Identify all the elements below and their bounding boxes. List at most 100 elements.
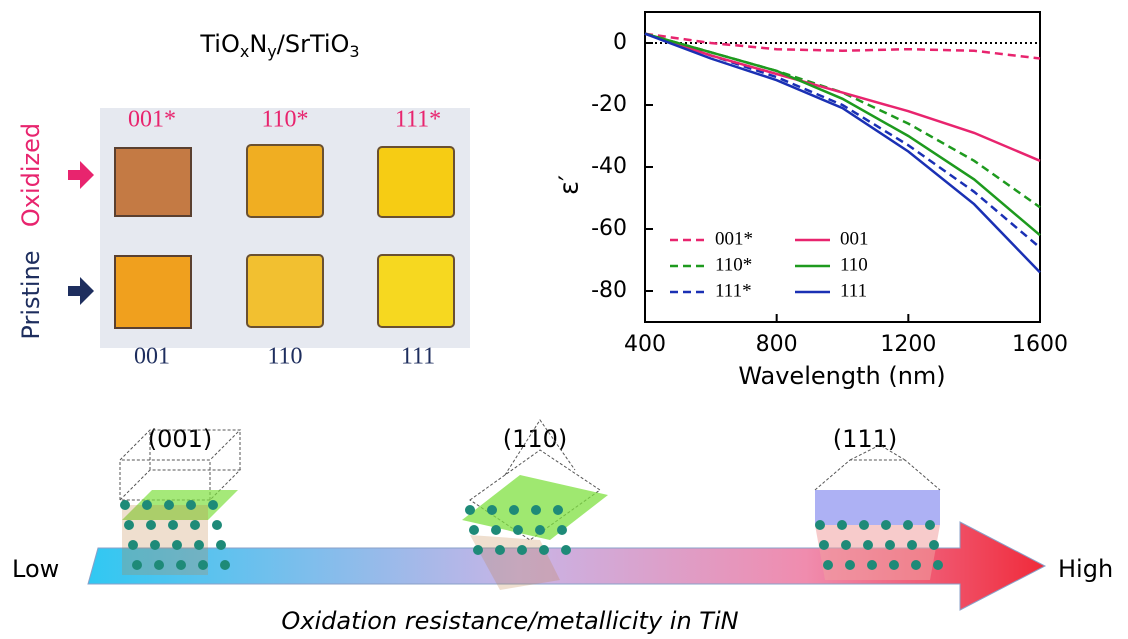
title-sub: 3 (349, 42, 359, 61)
atom (903, 520, 913, 530)
atom (491, 525, 501, 535)
series-line (645, 34, 1040, 248)
atom (168, 520, 178, 530)
atom (513, 525, 523, 535)
sample (247, 255, 323, 327)
sample (247, 145, 323, 217)
series-line (645, 34, 1040, 208)
atom (190, 520, 200, 530)
sample-label: 111* (395, 107, 441, 133)
atom (561, 545, 571, 555)
atom (553, 505, 563, 515)
caption: Oxidation resistance/metallicity in TiN (281, 607, 738, 635)
atom (889, 560, 899, 570)
sample-label: 110* (261, 107, 308, 133)
sample (115, 148, 191, 216)
legend-label: 110* (715, 254, 752, 275)
atom (539, 545, 549, 555)
atom (469, 525, 479, 535)
atom (881, 520, 891, 530)
legend-label: 110 (840, 254, 868, 275)
atom (120, 500, 130, 510)
x-tick-label: 1200 (880, 332, 936, 357)
atom (172, 540, 182, 550)
atom (557, 525, 567, 535)
atom (216, 540, 226, 550)
sample-label: 001* (128, 107, 176, 133)
x-tick-label: 800 (756, 332, 798, 357)
atom (186, 500, 196, 510)
sample-label: 001 (134, 344, 170, 370)
y-tick-label: -80 (591, 278, 627, 303)
atom (154, 560, 164, 570)
atom (194, 540, 204, 550)
x-tick-label: 400 (624, 332, 666, 357)
arrow-low: Low (12, 555, 59, 583)
y-tick-label: -40 (591, 154, 627, 179)
atom (863, 540, 873, 550)
atom (128, 540, 138, 550)
legend-label: 001* (715, 228, 753, 249)
atom (150, 540, 160, 550)
sample-label: 110 (267, 344, 302, 370)
atom (841, 540, 851, 550)
sample (378, 255, 454, 327)
sample (378, 147, 454, 217)
sample-label: 111 (401, 344, 435, 370)
atom (487, 505, 497, 515)
arrow-high: High (1058, 555, 1113, 583)
atom (212, 520, 222, 530)
atom (517, 545, 527, 555)
figure: TiOxNy/SrTiO3 001* 110* 111* 001 110 111… (0, 0, 1128, 639)
atom (142, 500, 152, 510)
atom (819, 540, 829, 550)
atom (535, 525, 545, 535)
row-arrow (68, 161, 94, 189)
orientation-label: (111) (833, 425, 898, 453)
orientation-label: (110) (503, 425, 568, 453)
atom (925, 520, 935, 530)
atom (124, 520, 134, 530)
x-tick-label: 1600 (1012, 332, 1068, 357)
atom (220, 560, 230, 570)
atom (495, 545, 505, 555)
atom (867, 560, 877, 570)
atom (176, 560, 186, 570)
atom (823, 560, 833, 570)
title-sub: x (240, 42, 249, 61)
title-part: /SrTiO (277, 30, 350, 58)
title-part: TiO (199, 30, 239, 58)
crystal-111 (815, 445, 940, 580)
atom (845, 560, 855, 570)
title-part: N (249, 30, 267, 58)
atom (911, 560, 921, 570)
sample (115, 256, 191, 328)
atom (815, 520, 825, 530)
y-axis-label: ε′ (555, 175, 585, 195)
legend-label: 001 (840, 228, 869, 249)
orientation-label: (001) (148, 425, 213, 453)
atom (164, 500, 174, 510)
row-label: Pristine (17, 250, 45, 339)
atom (208, 500, 218, 510)
atom (509, 505, 519, 515)
plot-frame (645, 12, 1040, 322)
atom (198, 560, 208, 570)
row-arrow (68, 277, 94, 305)
row-label: Oxidized (17, 123, 45, 227)
atom (859, 520, 869, 530)
y-tick-label: -60 (591, 216, 627, 241)
atom (132, 560, 142, 570)
y-tick-label: 0 (613, 30, 627, 55)
atom (929, 540, 939, 550)
atom (146, 520, 156, 530)
x-axis-label: Wavelength (nm) (738, 362, 945, 390)
atom (933, 560, 943, 570)
atom (907, 540, 917, 550)
legend-label: 111 (840, 280, 867, 301)
atom (473, 545, 483, 555)
atom (837, 520, 847, 530)
series-line (645, 34, 1040, 161)
y-tick-label: -20 (591, 92, 627, 117)
